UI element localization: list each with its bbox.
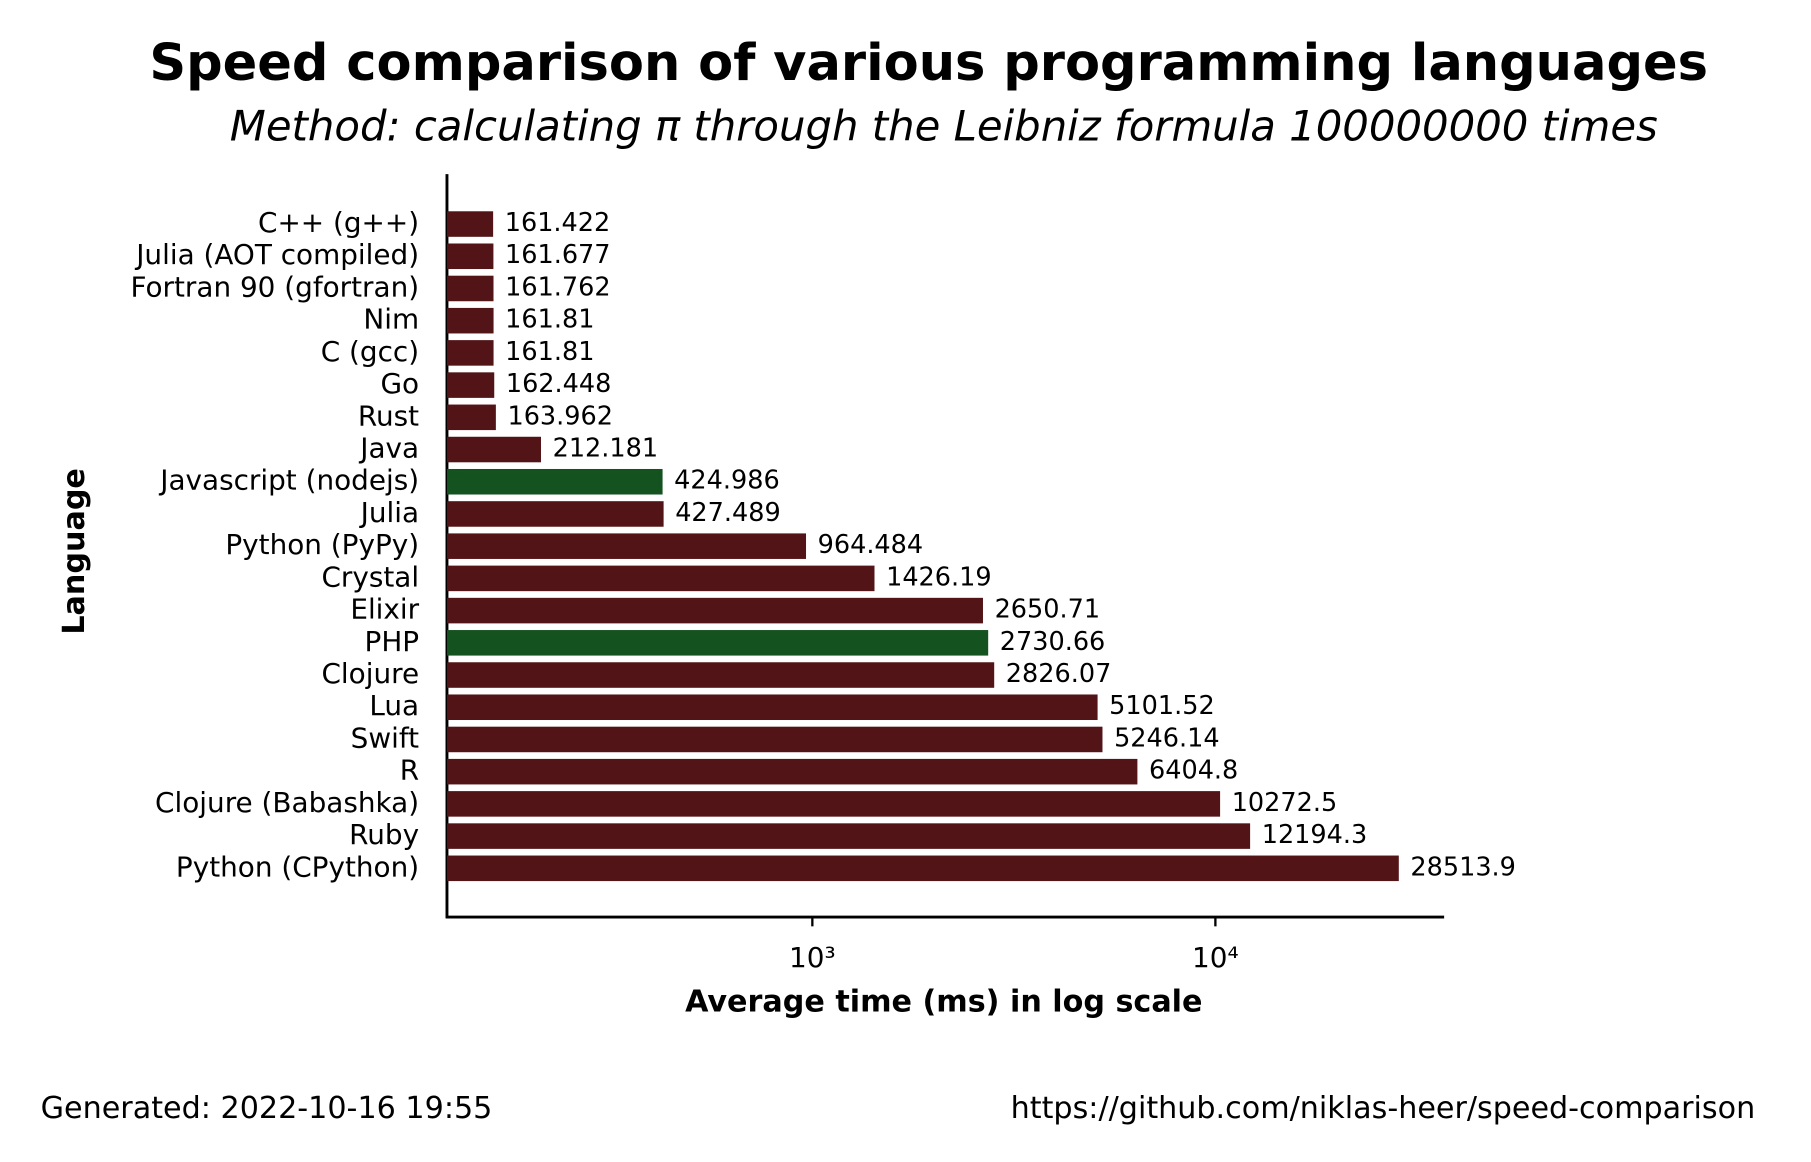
value-label: 1426.19 bbox=[886, 562, 992, 592]
footer-left: Generated: 2022-10-16 19:55 bbox=[41, 1091, 493, 1126]
value-label: 163.962 bbox=[507, 401, 613, 431]
value-label: 12194.3 bbox=[1262, 820, 1368, 850]
value-label: 2650.71 bbox=[995, 595, 1101, 625]
bar bbox=[446, 501, 664, 527]
value-label: 10272.5 bbox=[1232, 788, 1338, 818]
bar bbox=[446, 211, 494, 237]
bar bbox=[446, 307, 494, 334]
y-tick-label: Clojure bbox=[321, 657, 419, 690]
value-label: 2730.66 bbox=[1000, 627, 1106, 657]
y-tick-label: Crystal bbox=[321, 560, 419, 593]
value-label: 162.448 bbox=[506, 369, 612, 399]
value-label: 6404.8 bbox=[1149, 756, 1238, 786]
chart-title: Speed comparison of various programming … bbox=[149, 34, 1708, 93]
bar bbox=[446, 855, 1399, 882]
y-tick-label: Javascript (nodejs) bbox=[158, 464, 419, 497]
x-tick-label: 10⁴ bbox=[1192, 941, 1239, 974]
bar bbox=[446, 340, 494, 366]
x-tick-label: 10³ bbox=[789, 941, 836, 974]
y-tick-label: Fortran 90 (gfortran) bbox=[130, 270, 419, 303]
value-label: 964.484 bbox=[818, 530, 924, 560]
bar bbox=[446, 533, 807, 559]
y-tick-label: Julia bbox=[359, 496, 419, 529]
bar bbox=[446, 791, 1221, 817]
value-label: 161.81 bbox=[505, 305, 594, 335]
y-tick-label: Lua bbox=[369, 689, 419, 722]
bar bbox=[446, 243, 494, 270]
bar bbox=[446, 630, 989, 656]
bar bbox=[446, 726, 1103, 753]
y-tick-label: Nim bbox=[363, 303, 419, 336]
value-label: 2826.07 bbox=[1006, 659, 1112, 689]
value-label: 212.181 bbox=[553, 434, 659, 464]
value-label: 161.422 bbox=[505, 208, 611, 238]
value-label: 28513.9 bbox=[1410, 852, 1516, 882]
y-tick-label: Java bbox=[358, 432, 419, 465]
y-tick-label: Ruby bbox=[349, 818, 419, 851]
y-tick-label: C (gcc) bbox=[321, 335, 419, 368]
y-tick-label: PHP bbox=[365, 625, 420, 658]
bar bbox=[446, 565, 875, 592]
y-tick-label: Go bbox=[380, 367, 419, 400]
value-label: 161.81 bbox=[505, 337, 594, 367]
bar bbox=[446, 694, 1098, 721]
bar bbox=[446, 436, 541, 463]
y-tick-label: Python (PyPy) bbox=[225, 528, 419, 561]
value-label: 5246.14 bbox=[1114, 723, 1220, 753]
value-label: 427.489 bbox=[675, 498, 781, 528]
y-tick-label: R bbox=[400, 754, 419, 787]
y-tick-label: Swift bbox=[351, 721, 420, 754]
value-label: 161.762 bbox=[505, 272, 611, 302]
chart-subtitle: Method: calculating π through the Leibni… bbox=[230, 101, 1658, 150]
y-tick-label: Elixir bbox=[350, 593, 419, 626]
bar bbox=[446, 758, 1138, 785]
x-axis-label: Average time (ms) in log scale bbox=[685, 984, 1202, 1019]
y-tick-label: Python (CPython) bbox=[176, 850, 419, 883]
y-tick-label: Julia (AOT compiled) bbox=[134, 238, 419, 271]
value-label: 161.677 bbox=[505, 240, 611, 270]
y-tick-label: Clojure (Babashka) bbox=[155, 786, 419, 819]
bar bbox=[446, 404, 496, 431]
value-label: 424.986 bbox=[674, 466, 780, 496]
bar bbox=[446, 823, 1251, 849]
value-label: 5101.52 bbox=[1109, 691, 1215, 721]
bar bbox=[446, 372, 495, 398]
y-axis-label: Language bbox=[57, 468, 92, 635]
bar bbox=[446, 662, 995, 688]
y-tick-label: C++ (g++) bbox=[258, 206, 419, 239]
y-tick-label: Rust bbox=[358, 399, 419, 432]
footer-right: https://github.com/niklas-heer/speed-com… bbox=[1011, 1091, 1756, 1126]
bar bbox=[446, 597, 983, 624]
bar bbox=[446, 275, 494, 302]
bar bbox=[446, 468, 663, 495]
